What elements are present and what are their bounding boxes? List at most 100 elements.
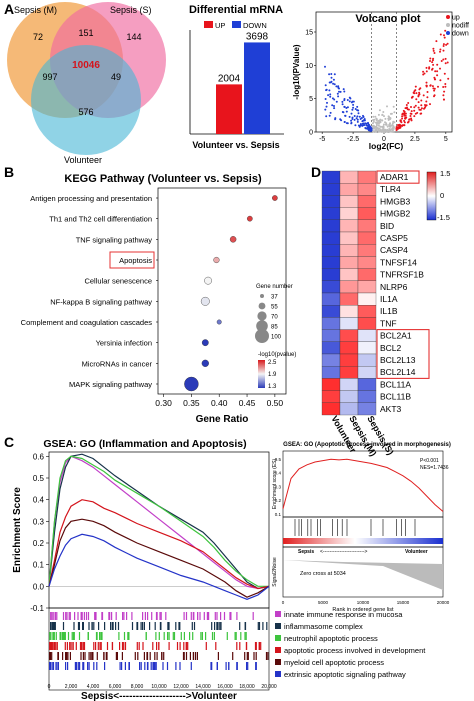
gsea-hit-mark (106, 652, 108, 660)
gsea-hit-mark (66, 612, 68, 620)
heatmap-cell (321, 341, 341, 355)
gsea-hit-mark (172, 632, 174, 640)
heatmap-row-label: ADAR1 (380, 172, 409, 182)
volcano-point (417, 95, 420, 98)
volcano-point (431, 61, 434, 64)
gsea-hit-mark (240, 632, 242, 640)
gsea-hit-mark (69, 612, 71, 620)
gsea-hit-mark (155, 632, 157, 640)
volcano-point (355, 117, 358, 120)
gsea-hit-mark (196, 652, 198, 660)
volcano-x-tick-label: -5 (319, 136, 325, 143)
kegg-dot (201, 359, 209, 367)
gsea-morphogenesis-plot: GSEA: GO (Apoptotic process involved in … (272, 442, 451, 613)
gsea-hit-mark (154, 652, 156, 660)
volcano-point (329, 81, 332, 84)
volcano-point (329, 111, 332, 114)
heatmap-row-label: BCL2 (380, 343, 402, 353)
heatmap-cell (357, 329, 377, 342)
gsea-hit-mark (143, 652, 145, 660)
gsea-hit-mark (80, 652, 82, 660)
gsea-hit-mark (131, 612, 133, 620)
gsea-series-line (48, 453, 270, 590)
heatmap-cell (339, 390, 359, 403)
gsea-hit-mark (77, 612, 79, 620)
gsea-hit-mark (78, 622, 80, 630)
volcano-point (429, 60, 431, 62)
volcano-point (414, 89, 417, 92)
gsea-hit-mark (65, 662, 67, 670)
volcano-point (334, 118, 337, 121)
volcano-point (410, 110, 413, 113)
volcano-point (388, 130, 391, 133)
venn-label-sepsis-s: Sepsis (S) (110, 5, 152, 15)
gsea-hit-mark (95, 632, 98, 640)
volcano-point (333, 98, 336, 101)
volcano-point (350, 119, 353, 122)
gsea-hit-mark (99, 632, 101, 640)
volcano-point (379, 125, 382, 128)
volcano-point (403, 119, 406, 122)
heatmap-cell (321, 390, 341, 403)
gsea-hit-mark (85, 612, 88, 620)
heatmap-cell (321, 183, 341, 196)
gsea-hit-mark (82, 622, 84, 630)
volcano-point (442, 58, 445, 61)
kegg-category-label: Cellular senescence (84, 277, 152, 286)
volcano-point (338, 90, 340, 93)
heatmap-row-label: CASP4 (380, 245, 408, 255)
gsea-hit-mark (54, 622, 56, 630)
volcano-point (324, 108, 327, 111)
gsea-hit-mark (163, 632, 165, 640)
volcano-legend-up-dot (446, 15, 450, 19)
gsea-hit-mark (190, 612, 192, 620)
gsea-series-line (48, 533, 270, 600)
gsea-legend-swatch (275, 611, 281, 617)
kegg-dot (216, 319, 222, 325)
gsea-hit-mark (71, 632, 73, 640)
gsea-hit-mark (111, 622, 113, 630)
gsea-hit-mark (183, 652, 185, 660)
gsea-y-tick-label: 0.3 (33, 517, 45, 526)
gsea-hit-mark (156, 642, 158, 650)
gsea-hit-mark (152, 662, 154, 670)
kegg-size-legend-dot (260, 294, 264, 298)
gsea-hit-mark (176, 642, 179, 650)
gsea-hit-mark (62, 612, 65, 620)
gsea-hit-mark (255, 652, 257, 660)
gsea2-y-tick-label: 0.5 (275, 457, 282, 462)
gsea-hit-mark (201, 632, 203, 640)
venn-count-all: 10046 (72, 60, 100, 71)
gsea-hit-mark (168, 632, 170, 640)
heatmap-highlight-adar1 (376, 170, 420, 184)
gsea-hit-mark (147, 612, 149, 620)
volcano-point (343, 90, 346, 93)
gsea2-es-frame (282, 450, 444, 518)
gsea-hit-mark (49, 632, 51, 640)
gsea-hit-mark (88, 662, 90, 670)
volcano-point (379, 130, 382, 133)
volcano-point (433, 89, 436, 92)
volcano-point (372, 115, 375, 118)
volcano-point (443, 72, 446, 75)
gsea-hit-mark (91, 652, 93, 660)
gsea-hit-mark (123, 642, 125, 650)
volcano-point (425, 81, 428, 84)
heatmap-cell (339, 244, 359, 257)
gsea-hit-mark (88, 622, 90, 630)
gsea-hit-mark (115, 652, 117, 660)
volcano-point (354, 124, 357, 127)
volcano-point (332, 78, 335, 81)
gsea-hit-mark (226, 632, 228, 640)
gsea-hit-mark (216, 612, 218, 620)
gsea-hit-mark (93, 622, 95, 630)
volcano-point (352, 106, 355, 109)
gsea-hit-mark (252, 612, 254, 620)
heatmap-cell (339, 329, 359, 342)
gsea-hit-mark (83, 662, 85, 670)
gsea2-y-tick-label: 0.3 (275, 484, 282, 489)
gsea-hit-mark (62, 652, 64, 660)
volcano-legend-down: down (452, 31, 469, 38)
volcano-point (367, 121, 369, 124)
gsea-hit-mark (230, 612, 232, 620)
